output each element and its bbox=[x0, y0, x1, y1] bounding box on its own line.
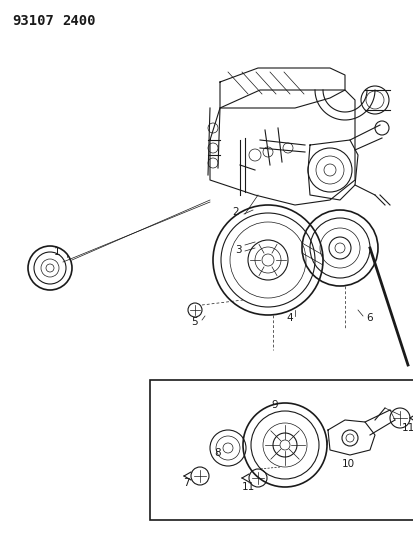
Text: 1: 1 bbox=[54, 247, 60, 257]
Text: 9: 9 bbox=[271, 400, 278, 410]
Text: 11: 11 bbox=[241, 482, 254, 492]
Text: 8: 8 bbox=[214, 448, 221, 458]
Text: 5: 5 bbox=[191, 317, 198, 327]
Text: 7: 7 bbox=[182, 478, 189, 488]
Text: 2: 2 bbox=[232, 207, 239, 217]
Text: 4: 4 bbox=[286, 313, 292, 323]
Text: 93107: 93107 bbox=[12, 14, 54, 28]
Text: 6: 6 bbox=[366, 313, 373, 323]
Text: 10: 10 bbox=[341, 459, 354, 469]
Bar bbox=[150, 380, 413, 520]
Text: 3: 3 bbox=[234, 245, 241, 255]
Text: 2400: 2400 bbox=[62, 14, 95, 28]
Text: 11: 11 bbox=[401, 423, 413, 433]
